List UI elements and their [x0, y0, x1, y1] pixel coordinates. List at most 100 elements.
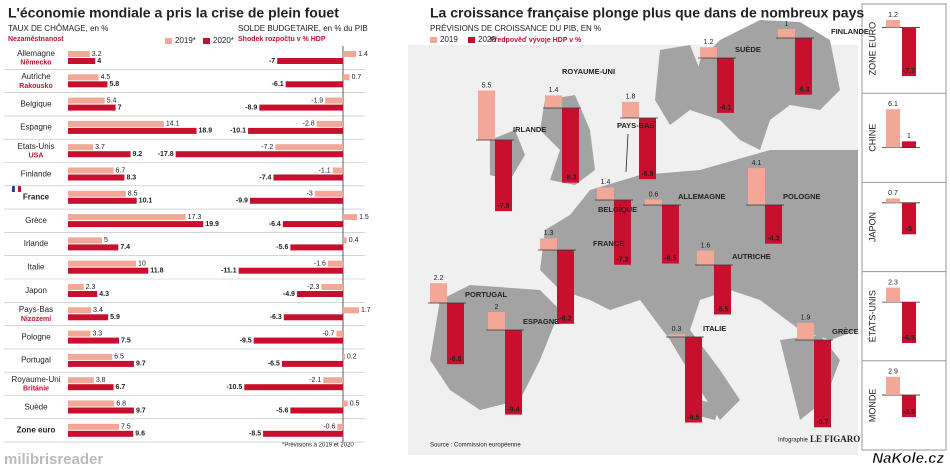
left-subtitle-translation: Nezaměstnanost	[8, 36, 64, 43]
value-label: 0.6	[649, 191, 659, 198]
value-label: 5.4	[107, 97, 117, 104]
value-label: -6.8	[641, 171, 653, 178]
country-label: BELGIQUE	[598, 205, 637, 214]
value-label: -1.6	[314, 261, 326, 268]
value-label: -10.1	[230, 128, 246, 135]
bar	[68, 144, 94, 151]
bar	[645, 199, 662, 205]
value-label: 0.7	[888, 190, 898, 197]
bar	[244, 384, 343, 391]
value-label: -6.5	[268, 361, 280, 368]
value-label: 1.4	[601, 179, 611, 186]
value-label: 5.8	[109, 81, 119, 88]
budget-subtitle-translation: Shodek rozpočtu v % HDP	[238, 36, 326, 43]
bar	[343, 74, 350, 81]
bar	[285, 81, 343, 88]
value-label: 10	[138, 261, 146, 268]
bar	[343, 307, 359, 314]
category-label: France	[23, 193, 50, 202]
value-label: -11.1	[221, 268, 237, 275]
bar	[68, 260, 136, 267]
value-label: -7.4	[259, 174, 271, 181]
value-label: 1.3	[544, 230, 554, 237]
category-label: Grèce	[25, 216, 47, 225]
bar	[175, 151, 343, 158]
value-label: 8.3	[126, 174, 136, 181]
bar	[902, 27, 916, 77]
bar	[478, 90, 495, 140]
bar	[68, 167, 114, 174]
value-label: 2	[495, 304, 499, 311]
value-label: -7.7	[903, 68, 915, 75]
bar	[343, 237, 347, 244]
bar	[316, 120, 343, 127]
category-translation: Británie	[23, 386, 49, 393]
bar	[68, 267, 149, 274]
country-label: ITALIE	[703, 324, 726, 333]
value-label: -6.5	[664, 255, 676, 262]
bar	[505, 330, 522, 415]
value-label: 6.1	[888, 101, 898, 108]
value-label: 1	[785, 21, 789, 28]
value-label: 4.3	[99, 291, 109, 298]
bar	[902, 141, 916, 148]
category-label: Japon	[25, 286, 47, 295]
watermark: NaKole.cz	[872, 450, 944, 467]
value-label: -9.4	[507, 406, 519, 413]
bar	[68, 360, 134, 367]
value-label: -9.7	[816, 419, 828, 426]
value-label: -1.1	[319, 167, 331, 174]
category-label: Finlande	[21, 169, 52, 178]
value-label: 19.9	[205, 221, 219, 228]
bar	[323, 377, 343, 384]
bar	[68, 151, 131, 158]
value-label: -2.1	[309, 377, 321, 384]
country-label: SUÈDE	[735, 45, 761, 54]
footnote: *Prévisions à 2019 et 2020	[282, 443, 354, 449]
value-label: -17.8	[158, 151, 174, 158]
bar	[68, 337, 119, 344]
panel-label: MONDE	[867, 389, 877, 423]
bar	[68, 384, 114, 391]
country-label: POLOGNE	[783, 192, 821, 201]
value-label: 9.7	[136, 407, 146, 414]
bar	[277, 58, 343, 64]
bar	[886, 198, 900, 203]
value-label: 8.5	[128, 191, 138, 198]
value-label: 9.2	[133, 151, 143, 158]
value-label: 11.8	[150, 268, 163, 275]
value-label: -5.6	[276, 407, 288, 414]
bar	[562, 108, 579, 183]
bar	[68, 430, 134, 437]
legend-swatch	[203, 38, 210, 44]
bar	[282, 221, 343, 228]
bar	[68, 127, 197, 134]
bar	[597, 187, 614, 200]
value-label: 5	[104, 237, 108, 244]
country-label: GRÈCE	[832, 327, 859, 336]
bar	[68, 174, 125, 181]
category-label: Zone euro	[17, 426, 56, 435]
bar	[290, 407, 343, 414]
credit: Infographie	[778, 438, 809, 444]
country-label: PORTUGAL	[465, 290, 508, 299]
bar	[488, 312, 505, 330]
bar	[68, 81, 108, 88]
bar	[622, 101, 639, 118]
value-label: 2.9	[888, 369, 898, 376]
bar	[68, 74, 99, 81]
value-label: -9.5	[240, 337, 252, 344]
value-label: 10.1	[139, 198, 153, 205]
value-label: 3.7	[95, 144, 105, 151]
category-label: Belgique	[20, 99, 52, 108]
value-label: 14.1	[166, 121, 180, 128]
bar	[290, 244, 343, 251]
bar	[68, 353, 113, 360]
panel-label: ÉTATS-UNIS	[867, 290, 877, 342]
category-label: Portugal	[21, 356, 51, 365]
country-label: IRLANDE	[513, 125, 546, 134]
value-label: -7.2	[261, 144, 273, 151]
bar	[795, 38, 812, 95]
bar	[700, 47, 717, 58]
bar	[902, 395, 916, 418]
